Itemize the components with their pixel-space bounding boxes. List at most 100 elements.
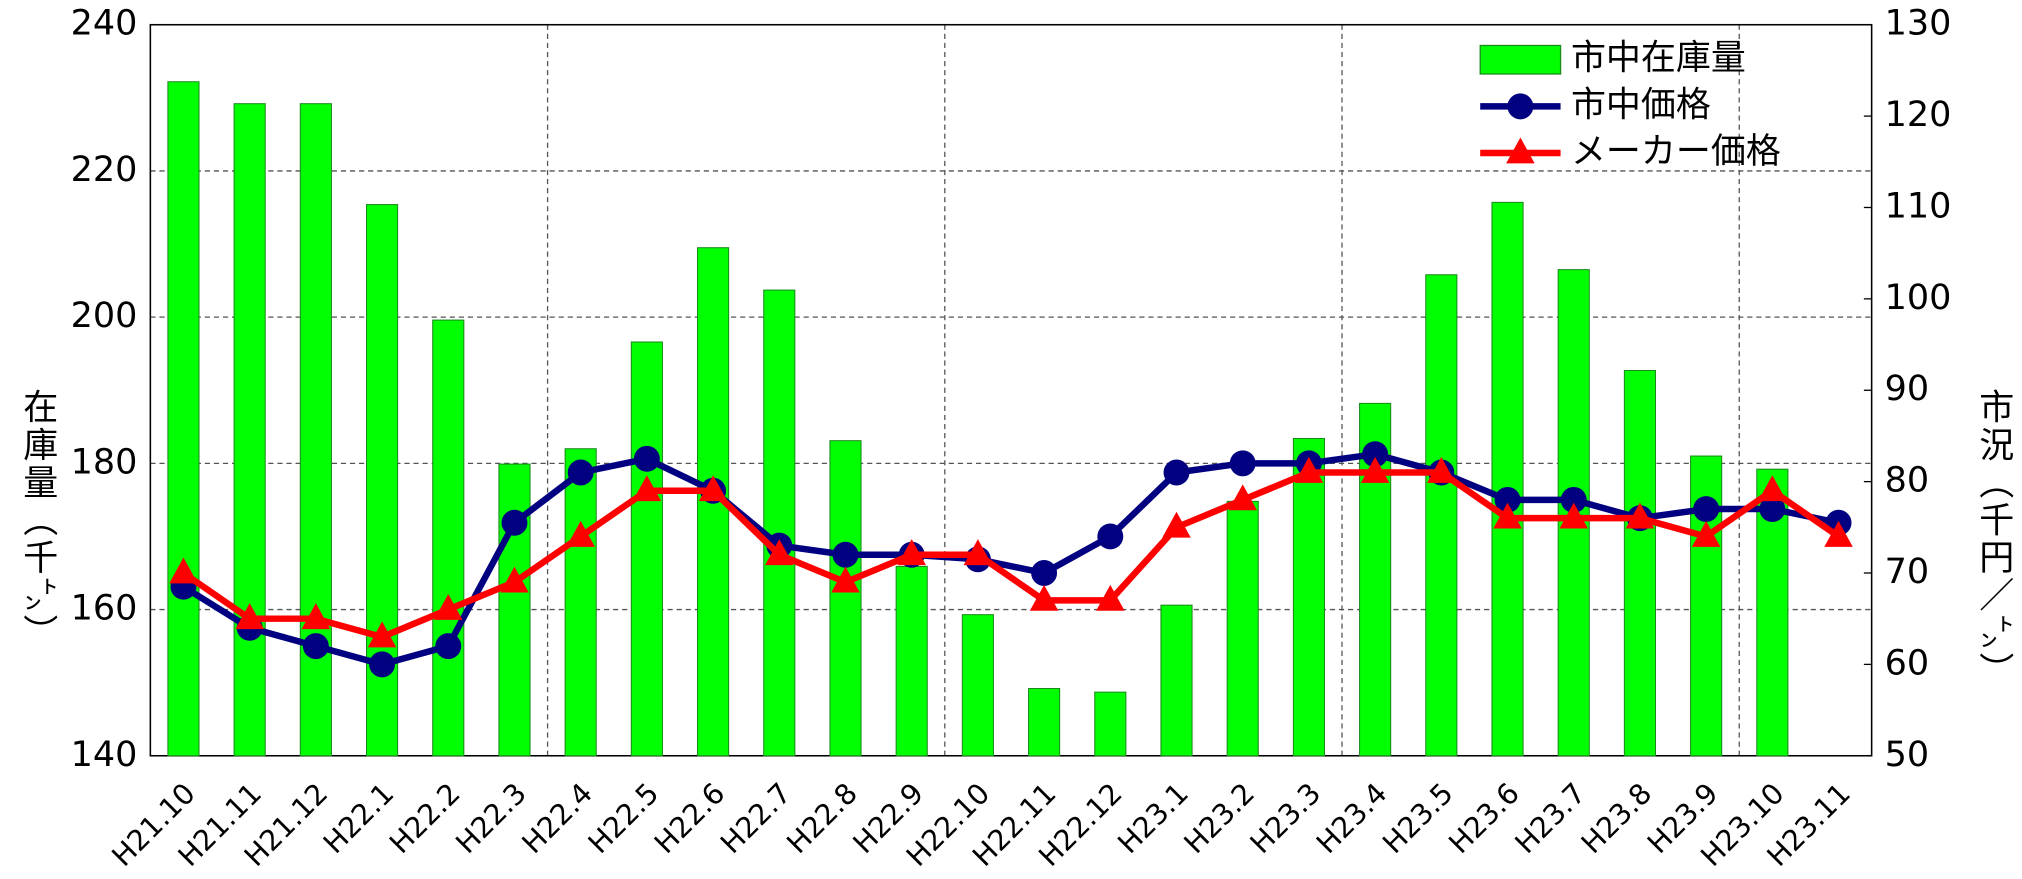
marker (1294, 456, 1324, 483)
x-tick-label: H22.7 (714, 777, 797, 860)
bar (1292, 437, 1325, 757)
x-tick-label: H22.8 (781, 777, 864, 860)
y2-tick-label: 50 (1885, 735, 1930, 775)
marker (1360, 456, 1390, 483)
x-tick-label: H23.3 (1244, 777, 1327, 860)
marker (1097, 523, 1124, 550)
x-tick-label: H22.6 (648, 777, 731, 860)
marker (632, 475, 662, 502)
y2-tick-label: 90 (1885, 369, 1930, 409)
marker (566, 520, 595, 547)
y2-tick-label: 100 (1885, 278, 1952, 318)
y-tick-label: 140 (71, 735, 138, 775)
marker (633, 445, 660, 472)
marker (1693, 496, 1720, 523)
bar (1094, 691, 1127, 757)
marker (1493, 502, 1522, 529)
bar (1425, 274, 1458, 757)
marker (500, 566, 529, 593)
legend-label: メーカー価格 (1571, 132, 1781, 172)
marker (435, 633, 462, 660)
line (181, 450, 1840, 668)
y2-tick-label: 110 (1885, 186, 1952, 226)
x-tick-label: H23.2 (1178, 777, 1261, 860)
marker (1228, 484, 1257, 511)
marker (1759, 496, 1786, 523)
y2-axis-title: 市況（千円／㌧） (1973, 389, 2013, 690)
y2-tick-label: 60 (1885, 643, 1930, 683)
x-tick-label: H23.7 (1509, 777, 1592, 860)
marker (501, 509, 528, 536)
bar (1160, 604, 1193, 757)
legend-label: 市中価格 (1571, 85, 1711, 125)
bar (763, 289, 796, 757)
y2-tick-label: 130 (1885, 4, 1952, 44)
bar (895, 565, 928, 757)
y-tick-label: 240 (71, 4, 138, 44)
x-tick-label: H22.4 (516, 777, 599, 860)
marker (1096, 584, 1125, 611)
bar (1028, 687, 1061, 757)
marker (1691, 520, 1721, 547)
marker (1758, 475, 1787, 502)
marker (235, 603, 264, 630)
x-tick-label: H22.5 (582, 777, 665, 860)
x-tick-label: H22.2 (383, 777, 466, 860)
marker (1029, 584, 1059, 611)
legend-marker (1506, 137, 1535, 164)
y-axis-title: 在庫量（千㌧） (17, 389, 57, 652)
bar (829, 440, 862, 757)
marker (1031, 560, 1058, 586)
legend-marker (1507, 93, 1534, 120)
bar (564, 448, 597, 757)
bar (498, 463, 531, 757)
marker (567, 459, 594, 486)
y-tick-label: 220 (71, 150, 138, 190)
y-tick-label: 160 (71, 589, 138, 629)
marker (1427, 456, 1456, 483)
marker (434, 594, 463, 620)
x-tick-label: H22.3 (449, 777, 532, 860)
marker (169, 557, 198, 584)
marker (1560, 486, 1587, 513)
legend-label: 市中在庫量 (1571, 39, 1746, 79)
marker (698, 475, 728, 502)
legend-swatch (1479, 44, 1562, 75)
y-tick-label: 200 (71, 296, 138, 336)
x-tick-label: H23.4 (1310, 777, 1393, 860)
marker (1824, 520, 1853, 547)
bar (1491, 201, 1524, 757)
marker (302, 633, 329, 660)
marker (1625, 502, 1655, 529)
marker (367, 621, 397, 648)
marker (1162, 511, 1191, 538)
marker (963, 539, 993, 566)
y2-tick-label: 70 (1885, 552, 1930, 592)
y2-tick-label: 120 (1885, 95, 1952, 135)
line (181, 469, 1841, 641)
y-tick-label: 180 (71, 442, 138, 482)
marker (832, 541, 859, 568)
marker (1229, 450, 1256, 477)
marker (897, 539, 926, 566)
bar (630, 341, 663, 757)
x-tick-label: H23.1 (1112, 777, 1195, 860)
marker (831, 566, 860, 593)
marker (1362, 441, 1389, 468)
marker (1163, 459, 1190, 486)
x-tick-label: H23.5 (1376, 777, 1459, 860)
bar (432, 319, 465, 757)
marker (1494, 486, 1521, 513)
marker (1559, 502, 1588, 529)
bar (167, 81, 200, 757)
x-tick-label: H23.6 (1443, 777, 1526, 860)
marker (369, 651, 396, 678)
x-tick-label: H23.8 (1575, 777, 1658, 860)
marker (765, 539, 794, 566)
bar (1226, 500, 1259, 757)
bar (233, 103, 266, 757)
bar (1623, 369, 1657, 757)
bar (961, 614, 994, 757)
y2-tick-label: 80 (1885, 461, 1930, 501)
